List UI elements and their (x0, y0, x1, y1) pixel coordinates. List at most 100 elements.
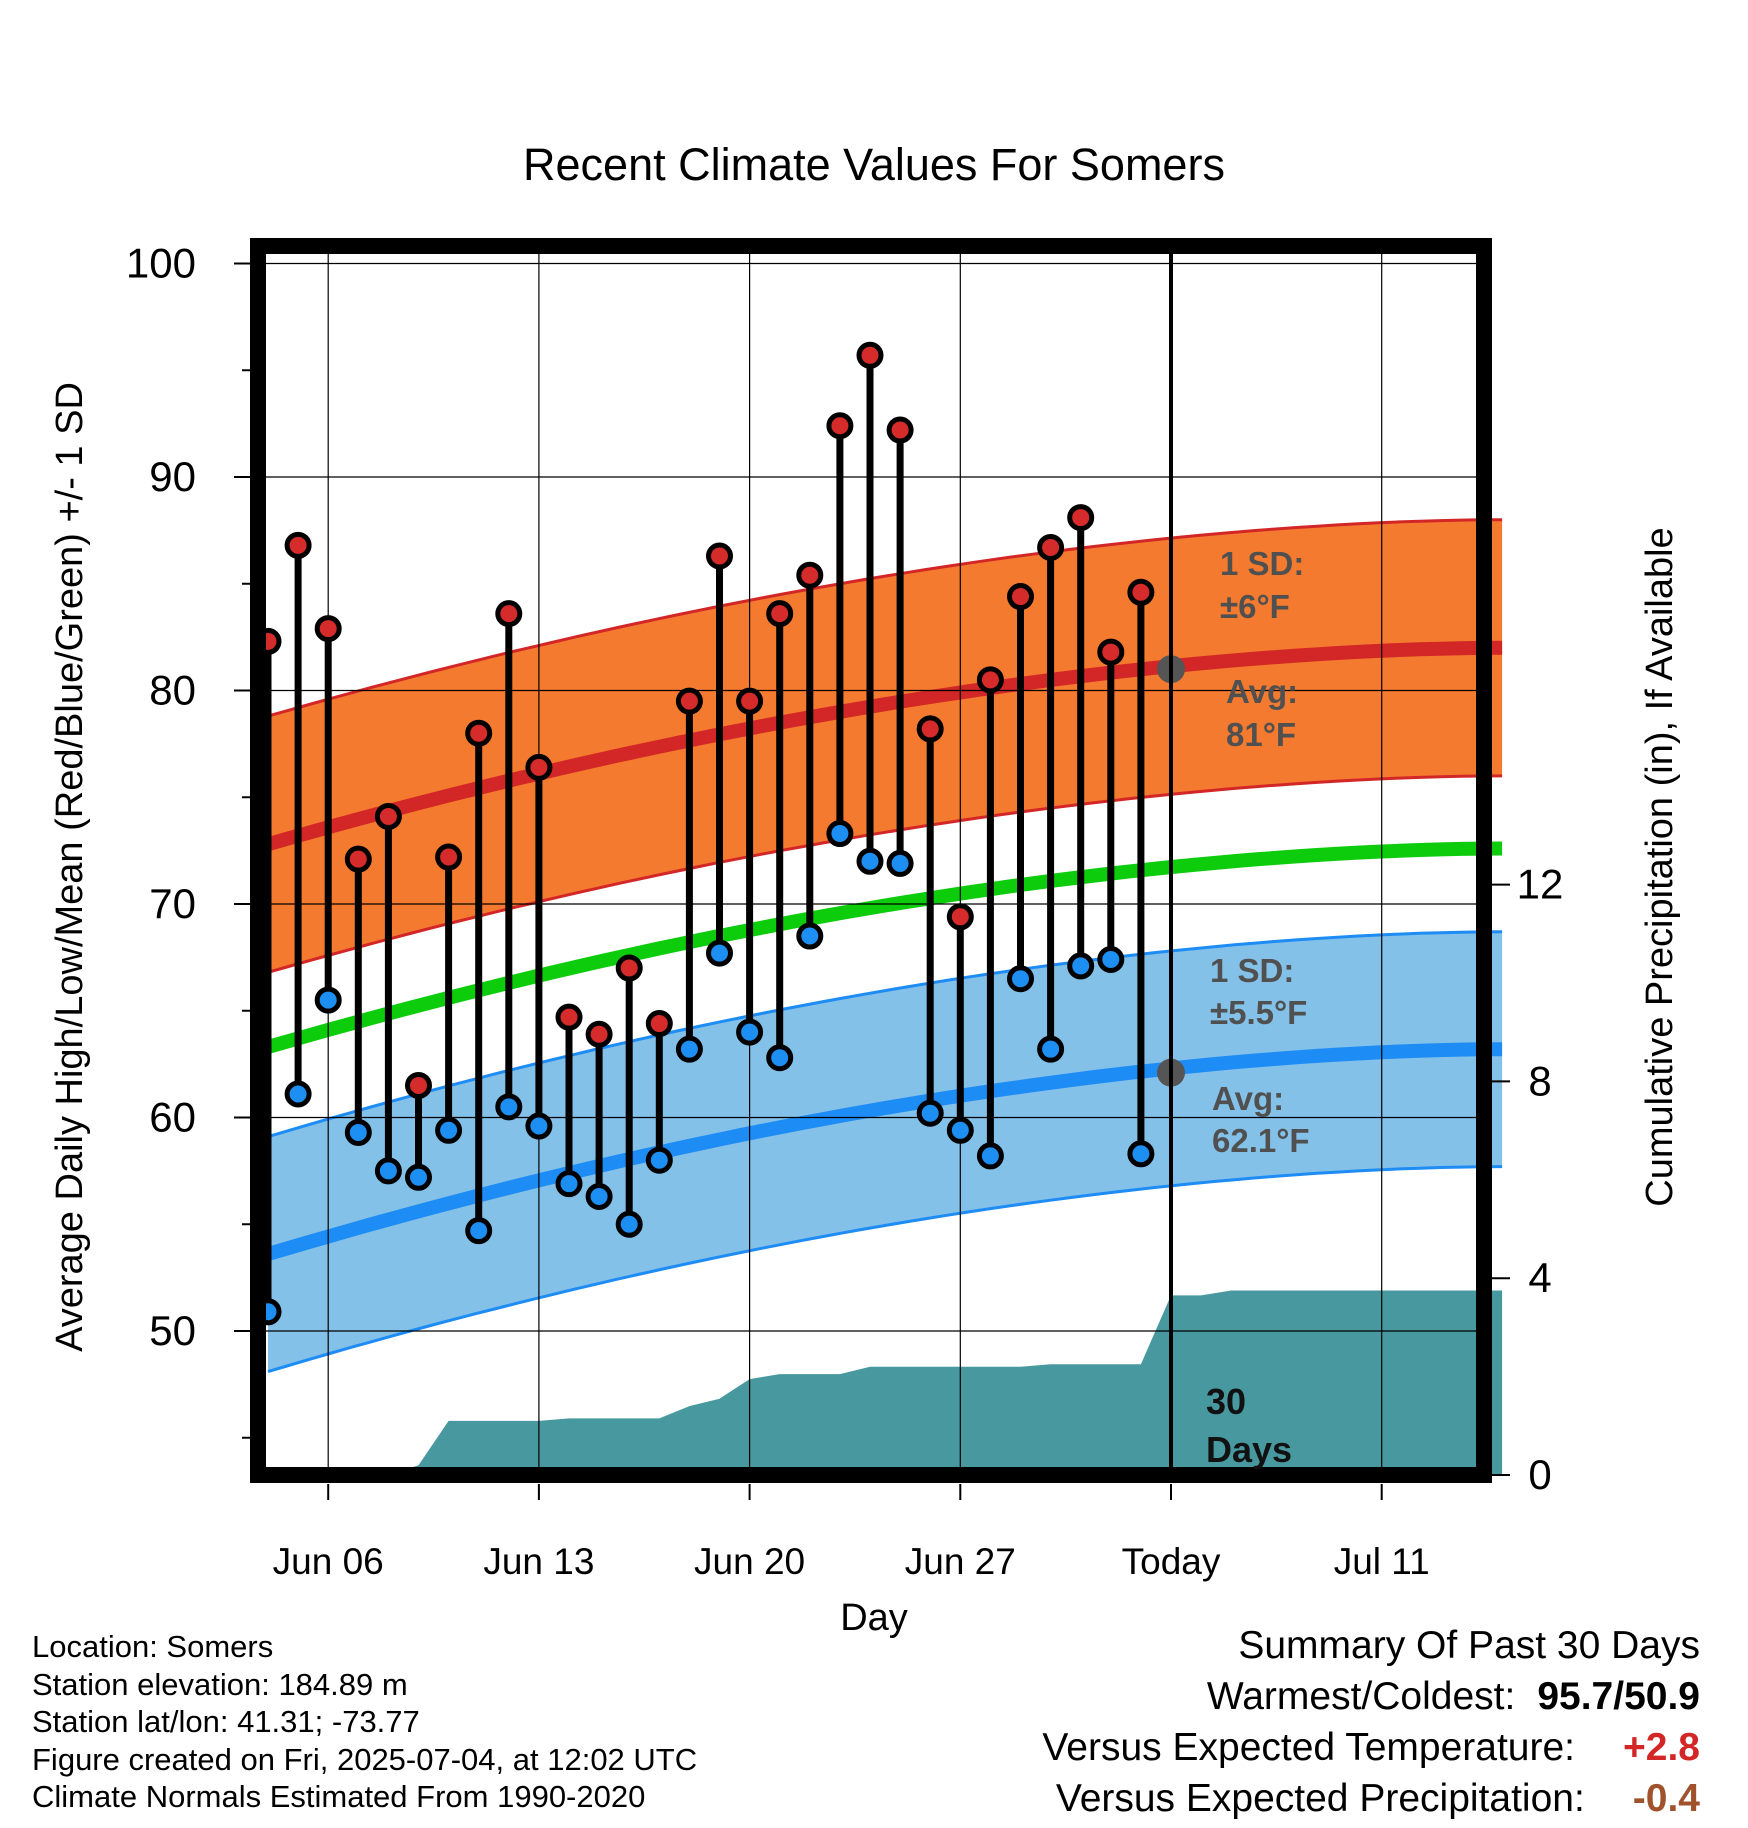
daily-high-marker (645, 1010, 673, 1038)
footer-location: Location: Somers (32, 1629, 274, 1664)
daily-low-marker (1127, 1140, 1155, 1168)
precip-label: Versus Expected Precipitation: (1055, 1777, 1585, 1820)
daily-high-marker (1067, 504, 1095, 532)
daily-low-marker (555, 1170, 583, 1198)
daily-low-marker (826, 820, 854, 848)
high-sd-band (268, 519, 1503, 973)
daily-high-marker (344, 845, 372, 873)
low-sd-label: 1 SD: (1210, 952, 1294, 989)
daily-high-marker (736, 687, 764, 715)
daily-high-marker (1127, 578, 1155, 606)
daily-high-marker (946, 903, 974, 931)
daily-high-marker (916, 715, 944, 743)
daily-high-marker (525, 753, 553, 781)
daily-high-marker (284, 531, 312, 559)
daily-high-marker (856, 341, 884, 369)
summary-temp: Versus Expected Temperature: +2.8 (1042, 1722, 1700, 1773)
temp-departure-value: +2.8 (1623, 1726, 1700, 1769)
x-tick-label: Jun 27 (905, 1541, 1016, 1582)
y-right-tick-label: 4 (1528, 1254, 1551, 1301)
high-sd-band-upper-edge (267, 518, 1503, 718)
low-sd-band (268, 931, 1503, 1372)
y-axis-label: Average Daily High/Low/Mean (Red/Blue/Gr… (49, 382, 91, 1352)
high-sd-label: 1 SD: (1220, 545, 1304, 582)
high-sd-band-lower-edge (267, 774, 1503, 974)
daily-low-marker (1037, 1035, 1065, 1063)
daily-high-marker (405, 1071, 432, 1099)
daily-low-marker (736, 1018, 764, 1046)
daily-low-marker (615, 1210, 643, 1238)
daily-low-marker (435, 1116, 463, 1144)
x-tick-label: Jun 13 (483, 1541, 594, 1582)
daily-low-marker (1097, 946, 1125, 974)
normal-mean-line (266, 841, 1503, 1054)
daily-high-marker (374, 802, 402, 830)
high-sd-value: ±6°F (1220, 588, 1290, 625)
footer-latlon: Station lat/lon: 41.31; -73.77 (32, 1704, 420, 1739)
days-label-text: Days (1206, 1429, 1292, 1470)
y-tick-label: 80 (149, 667, 196, 714)
daily-high-marker (976, 666, 1004, 694)
daily-high-marker (495, 600, 523, 628)
daily-high-marker (886, 416, 914, 444)
warm-cold-value: 95.7/50.9 (1537, 1675, 1700, 1718)
daily-high-marker (1037, 533, 1065, 561)
x-axis-label: Day (840, 1597, 908, 1639)
x-tick-label: Jun 20 (694, 1541, 805, 1582)
daily-high-marker (555, 1003, 583, 1031)
footer-elevation: Station elevation: 184.89 m (32, 1666, 408, 1702)
y-tick-label: 100 (126, 240, 196, 287)
daily-low-marker (976, 1142, 1004, 1170)
band-labels: 1 SD: ±6°F Avg: 81°F 1 SD: ±5.5°F Avg: 6… (1206, 545, 1310, 1470)
footer-created: Figure created on Fri, 2025-07-04, at 12… (32, 1741, 698, 1777)
daily-high-marker (435, 843, 463, 871)
low-sd-band-upper-edge (267, 930, 1503, 1139)
summary-warm-cold: Warmest/Coldest: 95.7/50.9 (1042, 1671, 1700, 1722)
x-tick-label: Jul 11 (1334, 1541, 1430, 1582)
low-avg-label: Avg: (1212, 1080, 1284, 1117)
daily-high-marker (585, 1020, 613, 1048)
summary-panel: Summary Of Past 30 Days Warmest/Coldest:… (1042, 1620, 1700, 1824)
daily-low-marker (645, 1146, 673, 1174)
normal-high-line (266, 640, 1503, 851)
daily-low-marker (796, 922, 824, 950)
daily-low-marker (495, 1093, 523, 1121)
cumulative-precip-area (268, 1290, 1503, 1475)
normal-bands (266, 518, 1503, 1374)
warm-cold-label: Warmest/Coldest: (1206, 1675, 1516, 1718)
daily-range-sticks (264, 355, 1145, 1312)
precipitation-area (268, 1290, 1503, 1475)
daily-low-marker (706, 939, 733, 967)
daily-low-marker (344, 1118, 372, 1146)
y-tick-label: 90 (149, 453, 196, 500)
low-avg-value: 62.1°F (1212, 1122, 1310, 1159)
daily-high-marker (675, 687, 703, 715)
daily-low-marker (916, 1099, 944, 1127)
daily-low-marker (946, 1116, 974, 1144)
low-sd-band-lower-edge (267, 1165, 1503, 1374)
daily-high-marker (465, 719, 493, 747)
daily-low-marker (766, 1044, 794, 1072)
daily-low-marker (405, 1163, 432, 1191)
daily-high-marker (796, 561, 824, 589)
axes: 100 90 80 70 60 50 0 4 8 12 Jun 06 Jun 13 Jun 20 Jun … (126, 238, 1564, 1582)
footer-normals: Climate Normals Estimated From 1990-2020 (32, 1779, 646, 1814)
daily-low-marker (465, 1217, 493, 1245)
y-right-tick-label: 8 (1528, 1057, 1551, 1104)
chart-title: Recent Climate Values For Somers (523, 139, 1225, 190)
daily-low-marker (585, 1182, 613, 1210)
daily-high-marker (1007, 583, 1034, 611)
daily-low-marker (1007, 965, 1034, 993)
daily-high-marker (314, 615, 342, 643)
x-tick-label: Today (1122, 1541, 1221, 1582)
daily-markers (254, 341, 1185, 1326)
y-right-tick-label: 12 (1517, 861, 1564, 908)
daily-high-marker (1097, 638, 1125, 666)
daily-high-marker (766, 600, 794, 628)
y-right-tick-label: 0 (1528, 1451, 1551, 1498)
normal-low-line (266, 1042, 1503, 1261)
y-right-axis-label: Cumulative Precipitation (in), If Availa… (1639, 527, 1681, 1206)
y-tick-label: 50 (149, 1307, 196, 1354)
daily-high-marker (826, 412, 854, 440)
